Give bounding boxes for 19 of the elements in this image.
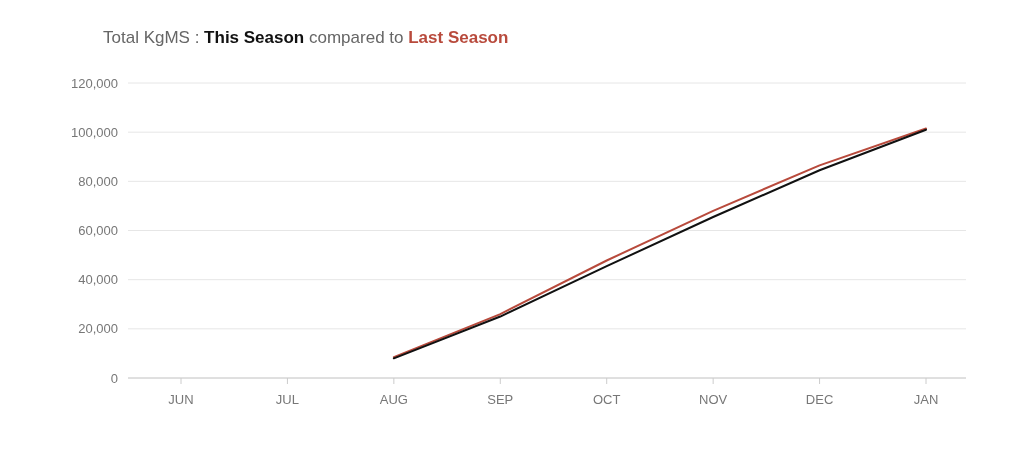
text: compared to: [304, 28, 409, 47]
x-tick-label: SEP: [487, 392, 514, 407]
x-tick-label: NOV: [699, 392, 728, 407]
y-tick-label: 40,000: [78, 272, 118, 288]
x-tick-label: DEC: [805, 392, 834, 407]
y-tick-label: 0: [110, 370, 118, 386]
y-tick-label: 100,000: [71, 124, 118, 140]
x-tick-label: AUG: [379, 392, 408, 407]
x-tick-label: JUN: [168, 392, 194, 407]
chart-title: Total KgMS :: [103, 28, 205, 47]
y-tick-label: 120,000: [71, 75, 118, 91]
y-tick-label: 60,000: [78, 223, 118, 239]
x-tick-label: OCT: [592, 392, 621, 407]
y-tick-label: 80,000: [78, 173, 118, 189]
x-tick-label: JUL: [275, 392, 299, 407]
x-tick-label: JAN: [913, 392, 939, 407]
y-tick-label: 20,000: [78, 321, 118, 337]
text: This Season: [204, 28, 305, 47]
text: Last Season: [408, 28, 509, 47]
